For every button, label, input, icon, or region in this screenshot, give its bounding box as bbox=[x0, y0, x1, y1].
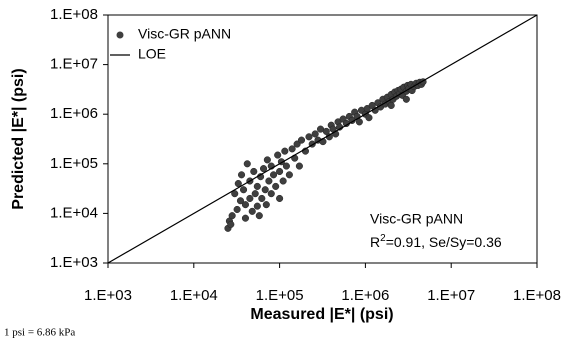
point bbox=[295, 162, 303, 170]
point bbox=[262, 201, 270, 209]
point bbox=[234, 179, 242, 188]
point bbox=[228, 212, 236, 220]
annotation-model: Visc-GR pANN bbox=[370, 211, 463, 227]
y-tick-label: 1.E+07 bbox=[50, 56, 98, 73]
legend-label: Visc-GR pANN bbox=[138, 26, 231, 42]
point bbox=[255, 212, 263, 220]
point bbox=[297, 136, 306, 144]
point bbox=[251, 190, 259, 198]
point bbox=[261, 186, 269, 194]
y-tick-label: 1.E+08 bbox=[50, 6, 98, 23]
y-tick-label: 1.E+04 bbox=[50, 204, 98, 221]
point bbox=[322, 127, 330, 135]
y-axis-title: Predicted |E*| (psi) bbox=[10, 68, 27, 209]
point bbox=[285, 171, 293, 179]
point bbox=[263, 156, 271, 164]
point bbox=[288, 145, 296, 153]
point bbox=[402, 95, 410, 103]
point bbox=[281, 147, 289, 155]
loe-line bbox=[107, 14, 538, 264]
point bbox=[253, 182, 261, 190]
point bbox=[311, 130, 319, 138]
point bbox=[241, 214, 250, 222]
r-symbol: R bbox=[370, 234, 380, 250]
point bbox=[274, 151, 282, 159]
y-tick-label: 1.E+03 bbox=[50, 254, 98, 271]
legend-swatch bbox=[116, 31, 124, 39]
point bbox=[236, 197, 245, 205]
point bbox=[253, 202, 261, 210]
point bbox=[265, 177, 273, 185]
point bbox=[241, 201, 250, 209]
x-tick-label: 1.E+08 bbox=[513, 287, 561, 304]
annotation-stats: R2=0.91, Se/Sy=0.36 bbox=[370, 233, 502, 250]
point bbox=[365, 114, 373, 122]
x-tick-label: 1.E+05 bbox=[256, 287, 304, 304]
point bbox=[258, 194, 266, 203]
point bbox=[248, 207, 256, 215]
point bbox=[239, 186, 248, 194]
point bbox=[387, 101, 395, 110]
point bbox=[237, 171, 246, 179]
plot-frame bbox=[107, 14, 538, 264]
point bbox=[305, 133, 313, 141]
y-tick-label: 1.E+06 bbox=[50, 105, 98, 122]
point bbox=[267, 190, 275, 198]
x-tick-label: 1.E+07 bbox=[427, 287, 475, 304]
point bbox=[246, 194, 254, 203]
x-tick-label: 1.E+06 bbox=[341, 287, 389, 304]
point bbox=[243, 160, 251, 168]
point bbox=[355, 118, 363, 126]
x-tick-label: 1.E+03 bbox=[84, 287, 132, 304]
x-axis-title: Measured |E*| (psi) bbox=[250, 306, 393, 323]
point bbox=[259, 165, 268, 173]
point bbox=[293, 140, 301, 148]
legend-label: LOE bbox=[138, 46, 166, 62]
point bbox=[233, 205, 241, 214]
point bbox=[279, 177, 287, 185]
point bbox=[272, 182, 280, 190]
stats: =0.91, Se/Sy=0.36 bbox=[386, 234, 502, 250]
point bbox=[250, 167, 258, 176]
point bbox=[227, 220, 235, 228]
footnote: 1 psi = 6.86 kPa bbox=[4, 327, 75, 339]
y-tick-label: 1.E+05 bbox=[50, 155, 98, 172]
x-tick-label: 1.E+04 bbox=[170, 287, 218, 304]
point bbox=[276, 167, 284, 176]
point bbox=[269, 171, 278, 179]
r-power: 2 bbox=[380, 233, 386, 244]
point bbox=[276, 194, 284, 203]
point bbox=[282, 162, 290, 170]
